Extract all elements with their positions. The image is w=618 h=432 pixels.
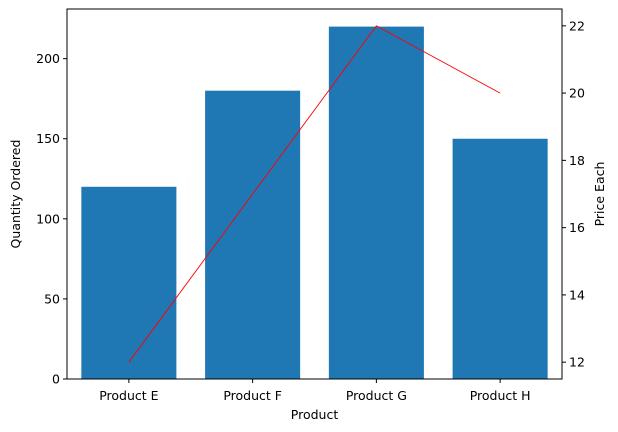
x-tick-label-3: Product G xyxy=(346,388,407,403)
x-tick-label-1: Product E xyxy=(99,388,158,403)
y-tick-label-4: 150 xyxy=(36,131,60,146)
y-axis-left: 0 50 100 150 200 xyxy=(36,51,67,387)
line-layer xyxy=(128,25,501,363)
plot-frame xyxy=(66,8,563,380)
y2-tick-label-4: 18 xyxy=(569,153,585,168)
y2-tick-label-1: 12 xyxy=(569,355,585,370)
bar-4 xyxy=(452,138,548,379)
x-tick-label-4: Product H xyxy=(470,388,531,403)
y2-tick-label-5: 20 xyxy=(569,86,585,101)
y-tick-label-2: 50 xyxy=(44,291,60,306)
price-line xyxy=(128,25,501,363)
y-tick-label-5: 200 xyxy=(36,51,60,66)
y2-axis-title: Price Each xyxy=(592,162,607,227)
y-tick-label-1: 0 xyxy=(52,372,60,387)
y-axis-right: 12 14 16 18 20 22 xyxy=(562,18,585,370)
y2-tick-label-3: 16 xyxy=(569,220,585,235)
y-tick-label-3: 100 xyxy=(36,211,60,226)
bar-2 xyxy=(205,90,301,380)
bar-1 xyxy=(81,186,177,379)
bar-3 xyxy=(328,26,424,379)
y-axis-title: Quantity Ordered xyxy=(8,140,23,249)
x-axis-title: Product xyxy=(291,407,339,422)
y2-tick-label-2: 14 xyxy=(569,287,585,302)
x-tick-label-2: Product F xyxy=(223,388,282,403)
x-axis: Product E Product F Product G Product H xyxy=(99,379,531,403)
bars-layer xyxy=(81,26,548,380)
y2-tick-label-6: 22 xyxy=(569,18,585,33)
